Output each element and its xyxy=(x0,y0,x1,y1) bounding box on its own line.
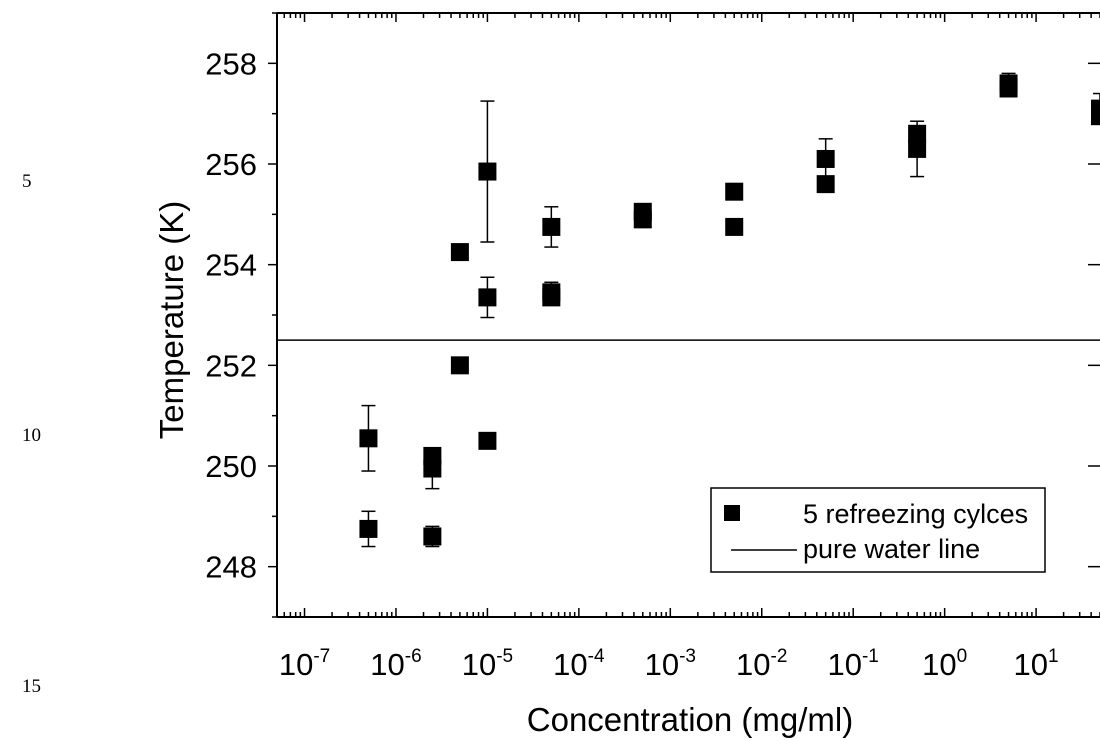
x-axis-label: Concentration (mg/ml) xyxy=(527,701,853,738)
data-point xyxy=(816,175,835,194)
line-number: 10 xyxy=(22,425,41,446)
data-point xyxy=(423,527,442,546)
x-tick-label: 10-5 xyxy=(462,646,513,682)
y-tick-label: 254 xyxy=(205,248,257,283)
data-point xyxy=(725,182,744,201)
legend-square-marker xyxy=(724,505,740,521)
y-tick-label: 258 xyxy=(205,46,257,81)
data-point xyxy=(450,243,469,262)
y-tick-label: 250 xyxy=(205,449,257,484)
line-number: 15 xyxy=(22,676,41,697)
tick-labels: 10-7 10-6 10-5 10-4 10-3 10-2 10-1 100 101 248 250… xyxy=(205,46,1058,682)
x-tick-label: 101 xyxy=(1014,646,1059,682)
data-point xyxy=(450,356,469,375)
y-axis-label: Temperature (K) xyxy=(153,201,190,439)
data-point xyxy=(423,459,442,478)
data-points xyxy=(359,72,1100,548)
y-tick-label: 252 xyxy=(205,348,257,383)
data-point xyxy=(359,429,378,448)
y-tick-label: 256 xyxy=(205,147,257,182)
data-point xyxy=(816,149,835,168)
data-point xyxy=(359,519,378,538)
data-point xyxy=(542,288,561,307)
data-point xyxy=(478,162,497,181)
data-point xyxy=(1091,107,1100,126)
data-point xyxy=(478,431,497,450)
data-point xyxy=(478,288,497,307)
y-tick-label: 248 xyxy=(205,550,257,585)
x-tick-label: 10-2 xyxy=(736,646,787,682)
data-point xyxy=(999,79,1018,98)
x-tick-label: 10-3 xyxy=(645,646,696,682)
x-tick-label: 100 xyxy=(922,646,967,682)
data-point xyxy=(542,217,561,236)
legend-label-water: pure water line xyxy=(803,534,980,564)
legend-box xyxy=(710,487,1046,573)
axes-frame xyxy=(276,12,1100,618)
x-tick-label: 10-1 xyxy=(827,646,878,682)
legend-label-cycles: 5 refreezing cylces xyxy=(803,499,1028,529)
line-number: 5 xyxy=(22,171,32,192)
data-point xyxy=(725,217,744,236)
x-tick-label: 10-4 xyxy=(553,646,605,682)
legend: 5 refreezing cylces pure water line xyxy=(710,487,1046,573)
data-point xyxy=(908,139,927,158)
data-point xyxy=(633,210,652,229)
x-tick-label: 10-7 xyxy=(279,646,330,682)
x-tick-label: 10-6 xyxy=(370,646,421,682)
